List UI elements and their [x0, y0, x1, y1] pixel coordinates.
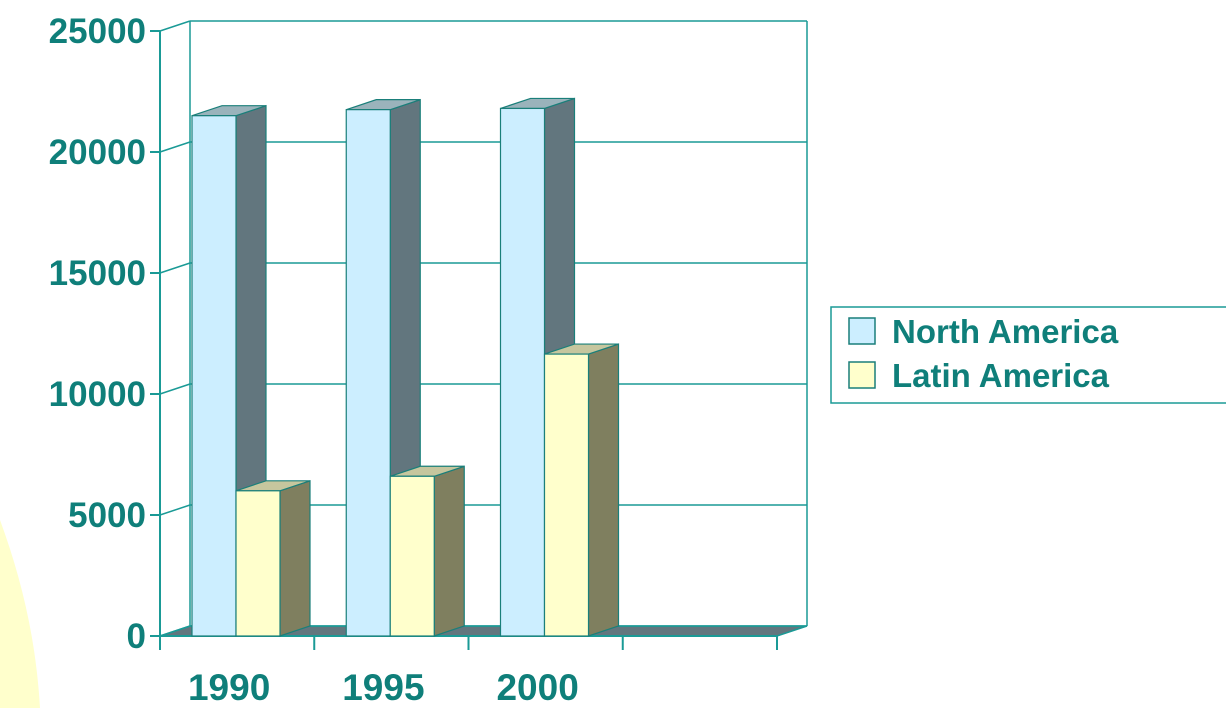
gridline-side: [159, 383, 191, 395]
bar: [389, 465, 465, 637]
y-tick-label: 20000: [49, 133, 146, 172]
gridline-side: [159, 141, 191, 153]
legend-label-latin-america: Latin America: [892, 357, 1110, 394]
x-tick-label: 1990: [188, 667, 270, 708]
background-decoration: [0, 520, 40, 708]
tick-labels: 0 5000 10000 15000 20000 25000 1990 1995 2000: [49, 12, 579, 708]
bar-side: [279, 479, 311, 637]
y-tick-label: 25000: [49, 12, 146, 51]
x-tick-label: 2000: [496, 667, 578, 708]
legend-label-north-america: North America: [892, 313, 1119, 350]
y-tick-label: 5000: [68, 496, 146, 535]
y-tick-label: 10000: [49, 375, 146, 414]
gridline-side: [159, 262, 191, 274]
bar-front: [499, 107, 546, 637]
gridline-side: [159, 20, 191, 32]
y-tick-label: 0: [127, 617, 146, 656]
bar-front: [345, 109, 391, 637]
bar: [543, 343, 620, 637]
bar-side: [433, 465, 465, 637]
bar: [235, 479, 311, 637]
bar-front: [235, 490, 281, 637]
legend-box: [830, 306, 1226, 404]
gridline-side: [159, 504, 191, 516]
legend-swatch-north-america: [848, 317, 876, 345]
x-tick-label: 1995: [342, 667, 424, 708]
legend: North America Latin America: [830, 306, 1226, 404]
y-tick-label: 15000: [49, 254, 146, 293]
bar-front: [389, 475, 435, 637]
gridlines: [159, 20, 808, 637]
legend-swatch-latin-america: [848, 361, 876, 389]
bars: [191, 97, 620, 637]
gridline-side: [159, 625, 191, 637]
bar-front: [191, 115, 237, 637]
bar-side: [587, 343, 620, 637]
bar-front: [543, 353, 590, 637]
